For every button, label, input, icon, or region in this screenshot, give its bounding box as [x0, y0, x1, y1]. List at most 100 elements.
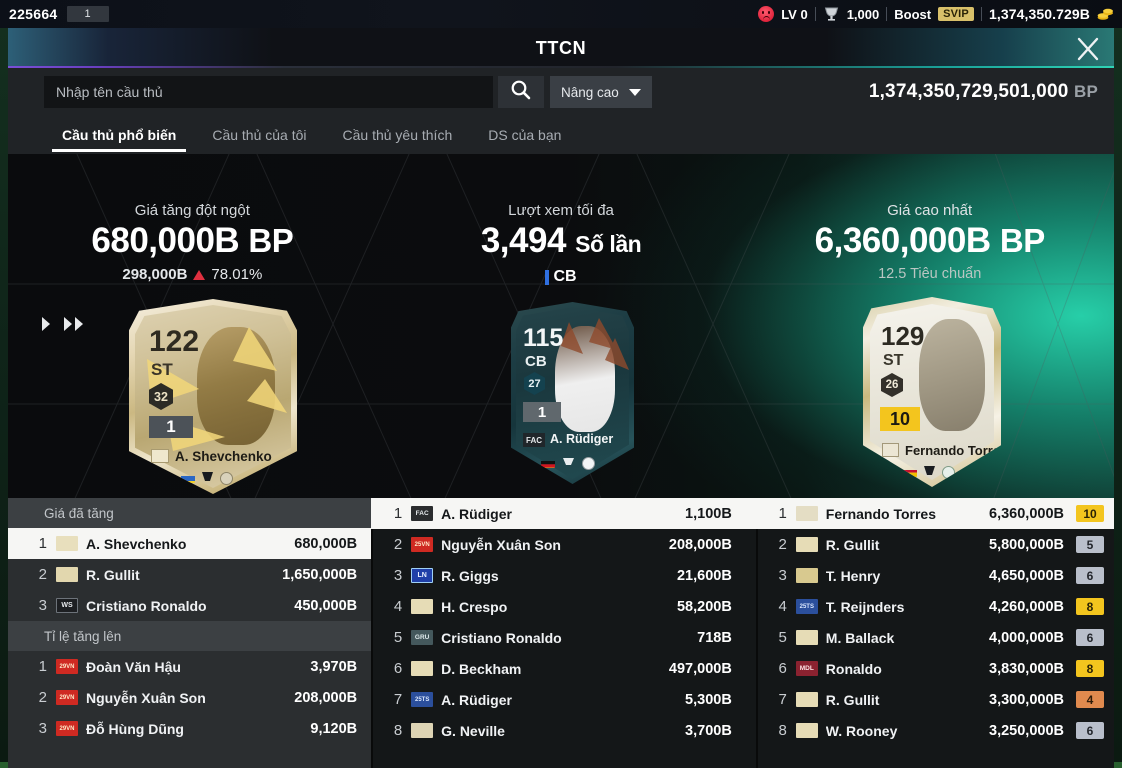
- table-row[interactable]: 5 M. Ballack 4,000,000B 6: [756, 622, 1114, 653]
- club-icon: [942, 465, 955, 479]
- row-rank: 6: [393, 660, 403, 677]
- row-badge-icon: [795, 568, 818, 583]
- tab-popular-players[interactable]: Cầu thủ phổ biến: [44, 116, 194, 154]
- table-row[interactable]: 1 Fernando Torres 6,360,000B 10: [755, 498, 1114, 529]
- row-badge-icon: 25VN: [411, 537, 434, 552]
- row-rank: 4: [778, 598, 787, 615]
- hero-nav-left: [42, 317, 83, 331]
- table-row[interactable]: 8 G. Neville 3,700B: [371, 715, 756, 746]
- table-row[interactable]: 4 H. Crespo 58,200B: [371, 591, 756, 622]
- stat-label: Lượt xem tối đa: [508, 202, 614, 219]
- player-card-torres[interactable]: 129 ST 26 10 Fernando Torres: [863, 297, 1001, 487]
- row-badge-icon: [795, 723, 818, 738]
- row-value: 450,000B: [294, 597, 358, 614]
- germany-flag-icon: [541, 458, 555, 468]
- row-badge-icon: [56, 567, 78, 582]
- row-value: 497,000B: [668, 660, 732, 677]
- league-icon: [923, 463, 936, 481]
- rows-price-increased: 1 A. Shevchenko 680,000B 2 R. Gullit 1,6…: [8, 528, 372, 621]
- table-row[interactable]: 7 R. Gullit 3,300,000B 4: [756, 684, 1114, 715]
- row-badge-icon: 29VN: [56, 690, 78, 705]
- hero-banner: Giá tăng đột ngột 680,000B BP 298,000B 7…: [8, 154, 1114, 514]
- arrow-double-right-icon[interactable]: [64, 317, 83, 331]
- row-player-name: Đoàn Văn Hậu: [86, 658, 181, 675]
- row-badge-icon: GRU: [411, 630, 434, 645]
- row-player-name: H. Crespo: [441, 598, 508, 615]
- section-title: Giá đã tăng: [44, 505, 114, 521]
- row-value: 21,600B: [676, 567, 732, 584]
- svip-badge[interactable]: SVIP: [938, 7, 974, 21]
- stat-max-views: Lượt xem tối đa 3,494 Số lần CB: [377, 154, 746, 514]
- divider: [980, 7, 982, 21]
- player-card-rudiger[interactable]: 115 CB 27 1 FAC A. Rüdiger: [511, 302, 634, 484]
- table-row[interactable]: 3 29VN Đỗ Hùng Dũng 9,120B: [8, 713, 371, 744]
- table-row[interactable]: 1 FAC A. Rüdiger 1,100B: [371, 498, 756, 529]
- tab-favorite-players[interactable]: Cầu thủ yêu thích: [325, 116, 471, 154]
- row-rank: 8: [778, 722, 787, 739]
- search-button[interactable]: [498, 76, 544, 108]
- table-row[interactable]: 3 LN R. Giggs 21,600B: [371, 560, 756, 591]
- chevron-down-icon: [628, 88, 641, 96]
- table-row[interactable]: 8 W. Rooney 3,250,000B 6: [756, 715, 1114, 746]
- table-row[interactable]: 2 25VN Nguyễn Xuân Son 208,000B: [371, 529, 756, 560]
- balance-display: 1,374,350,729,501,000 BP: [869, 81, 1098, 103]
- card-flag-row: [181, 469, 233, 487]
- row-player-name: G. Neville: [441, 722, 505, 739]
- row-badge-icon: [795, 506, 818, 521]
- row-rank: 4: [393, 598, 403, 615]
- player-card-group: 122 ST 32 1 A. Shevchenko: [8, 154, 1114, 514]
- card-player-name: A. Shevchenko: [175, 449, 272, 464]
- stat-sub-number: 298,000B: [122, 266, 188, 283]
- advanced-filter-dropdown[interactable]: Nâng cao: [550, 76, 652, 108]
- arrow-right-icon[interactable]: [42, 317, 50, 331]
- row-level-badge: 10: [1076, 505, 1104, 522]
- trend-up-icon: [193, 269, 206, 280]
- hero-stats: Giá tăng đột ngột 680,000B BP 298,000B 7…: [8, 154, 1114, 514]
- table-row[interactable]: 3 WS Cristiano Ronaldo 450,000B: [8, 590, 371, 621]
- close-icon[interactable]: [1072, 34, 1104, 64]
- boost-button[interactable]: Boost: [894, 6, 932, 22]
- row-level-badge: 6: [1076, 567, 1104, 584]
- row-badge-icon: 29VN: [56, 721, 78, 736]
- divider: [886, 7, 888, 21]
- row-badge-icon: [411, 661, 434, 676]
- table-row[interactable]: 2 29VN Nguyễn Xuân Son 208,000B: [8, 682, 371, 713]
- stat-value: 3,494 Số lần: [481, 221, 642, 264]
- table-row[interactable]: 6 D. Beckham 497,000B: [371, 653, 756, 684]
- table-row[interactable]: 6 MDL Ronaldo 3,830,000B 8: [756, 653, 1114, 684]
- search-input[interactable]: [44, 76, 493, 108]
- row-level-badge: 5: [1076, 536, 1104, 553]
- row-rank: 8: [393, 722, 403, 739]
- stat-unit: BP: [248, 222, 294, 259]
- stat-label: Giá tăng đột ngột: [134, 202, 250, 219]
- top-status-bar: 225664 1 LV 0 1,000 Boost SVIP 1,374,350…: [0, 0, 1122, 28]
- table-row[interactable]: 3 T. Henry 4,650,000B 6: [756, 560, 1114, 591]
- stat-unit: BP: [999, 222, 1045, 259]
- ttcn-modal: TTCN Nâng cao 1,374,350,729,501,000 BP: [8, 28, 1114, 768]
- stat-sub-number: 12.5 Tiêu chuẩn: [878, 266, 982, 282]
- table-row[interactable]: 2 R. Gullit 1,650,000B: [8, 559, 371, 590]
- currency-amount: 1,374,350.729B: [988, 6, 1090, 22]
- table-row[interactable]: 1 29VN Đoàn Văn Hậu 3,970B: [8, 651, 371, 682]
- card-frame: 129 ST 26 10 Fernando Torres: [863, 297, 1001, 487]
- card-flag-row: [541, 454, 595, 472]
- list-column-left: Giá đã tăng 1 A. Shevchenko 680,000B 2 R…: [8, 498, 372, 768]
- table-row[interactable]: 7 25TS A. Rüdiger 5,300B: [371, 684, 756, 715]
- row-value: 208,000B: [294, 689, 358, 706]
- search-icon: [510, 79, 532, 106]
- table-row[interactable]: 4 25TS T. Reijnders 4,260,000B 8: [756, 591, 1114, 622]
- column-divider: [371, 498, 374, 768]
- ranking-lists: Giá đã tăng 1 A. Shevchenko 680,000B 2 R…: [8, 498, 1114, 768]
- card-skill-badge: 32: [149, 383, 173, 410]
- position-bar-icon: [545, 269, 550, 285]
- player-card-shevchenko[interactable]: 122 ST 32 1 A. Shevchenko: [129, 299, 297, 494]
- stat-sudden-price-rise: Giá tăng đột ngột 680,000B BP 298,000B 7…: [8, 154, 377, 514]
- table-row[interactable]: 2 R. Gullit 5,800,000B 5: [756, 529, 1114, 560]
- row-value: 680,000B: [294, 535, 358, 552]
- tab-my-players[interactable]: Cầu thủ của tôi: [194, 116, 324, 154]
- table-row[interactable]: 1 A. Shevchenko 680,000B: [8, 528, 372, 559]
- table-row[interactable]: 5 GRU Cristiano Ronaldo 718B: [371, 622, 756, 653]
- card-rating: 115: [523, 324, 564, 352]
- tab-your-list[interactable]: DS của bạn: [470, 116, 579, 154]
- row-badge-icon: [795, 692, 818, 707]
